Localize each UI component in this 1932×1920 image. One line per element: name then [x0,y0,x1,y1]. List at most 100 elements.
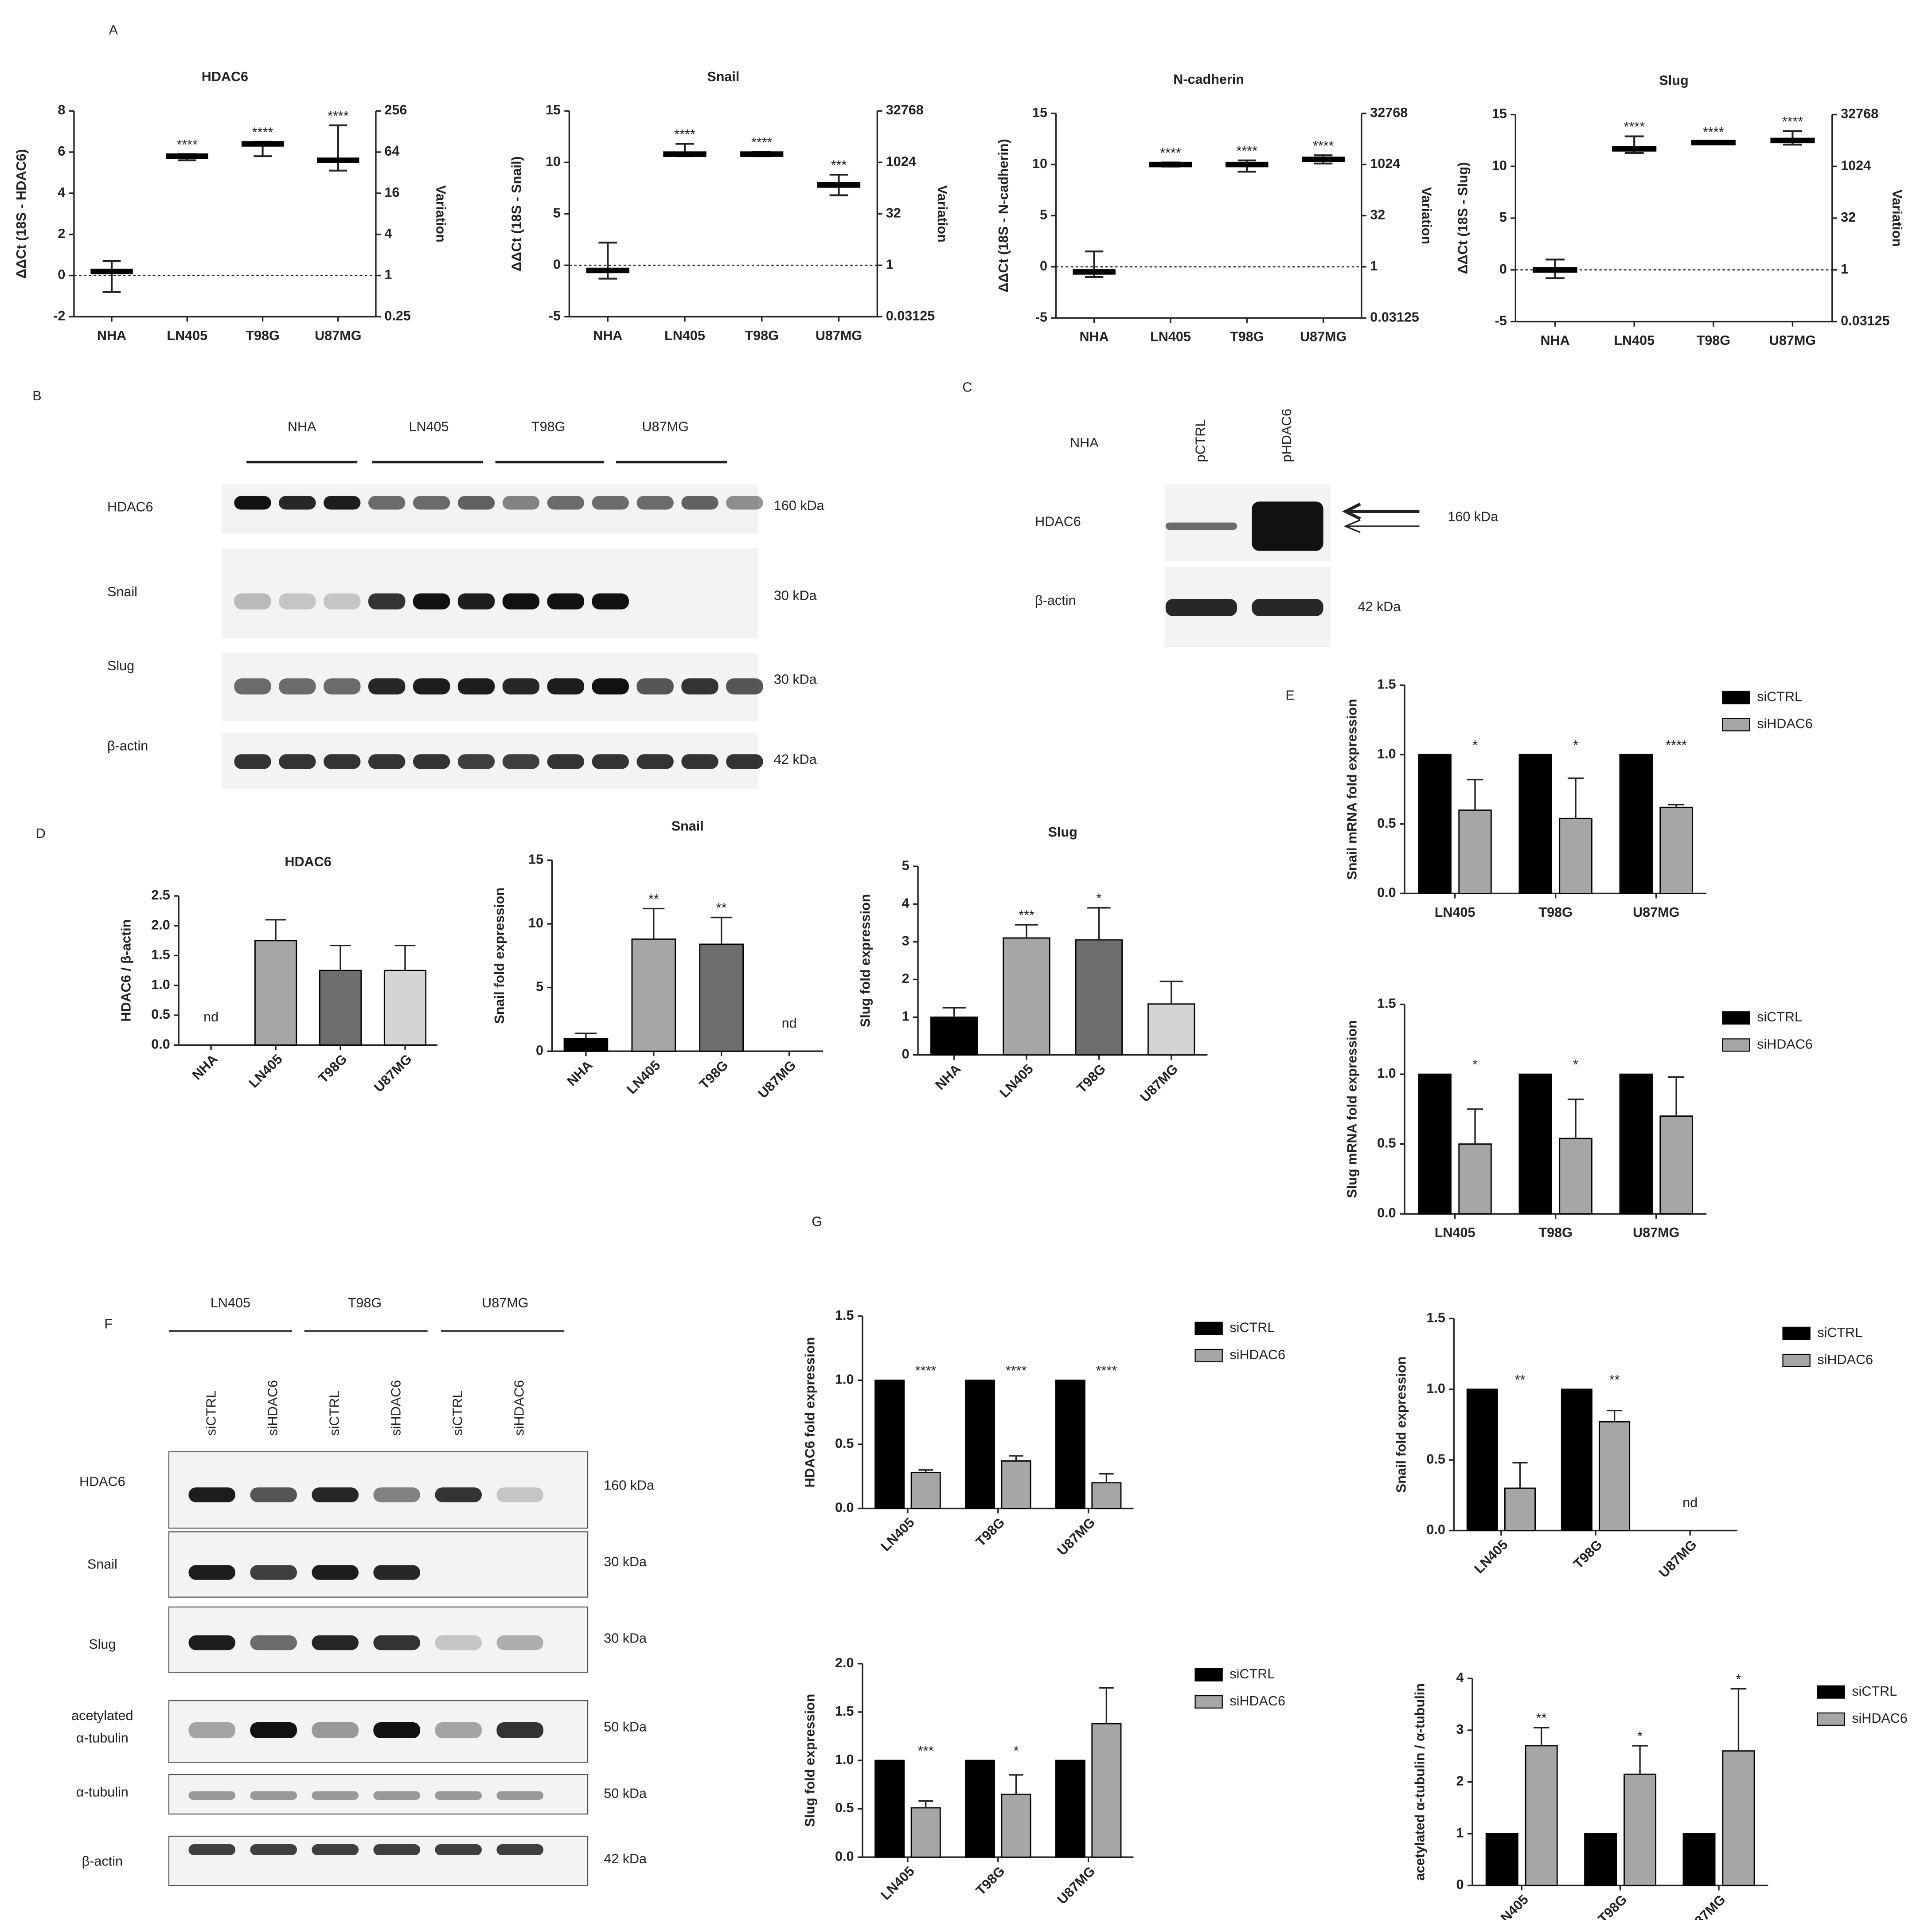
y2-tick-label: 32768 [1370,105,1408,120]
y2-tick-label: 1 [1841,262,1848,277]
group-label: U87MG [642,419,689,434]
band [547,678,585,695]
legend-swatch [1722,691,1750,704]
y-tick-label: 0 [1499,262,1507,277]
size-label: 160 kDa [604,1478,654,1493]
y-tick-label: 15 [546,102,561,117]
x-tick-label: T98G [1538,905,1572,920]
bar [254,940,297,1046]
lane-label: siHDAC6 [388,1380,403,1436]
y-tick-label: 1.0 [1377,746,1396,761]
band [726,678,763,695]
band [435,1722,482,1738]
value-label: nd [782,1016,797,1031]
protein-label: Snail [87,1556,117,1572]
x-tick-label: T98G [246,328,279,343]
blot-strip [222,548,758,638]
bar [874,1380,905,1509]
cell-line-label: NHA [1070,435,1099,450]
significance-label: **** [177,137,198,152]
band [312,1487,359,1502]
chart-title: Snail [671,818,704,833]
significance-label: **** [1666,738,1687,753]
y-tick-label: 10 [1032,156,1047,171]
bar [1458,809,1492,894]
significance-label: * [1472,738,1478,753]
size-label: 42 kDa [774,752,817,767]
significance-label: **** [674,127,695,142]
significance-label: ** [716,900,727,915]
y-tick-label: 1.5 [151,947,170,962]
band [681,678,718,695]
arrow-head [1342,502,1361,520]
band [312,1791,359,1800]
band [368,678,406,695]
y-tick-label: 15 [528,852,543,867]
band [502,678,540,695]
significance-label: * [1096,891,1101,906]
band [413,496,450,510]
legend-swatch [1782,1326,1811,1340]
band [324,754,361,769]
significance-label: **** [1624,119,1645,134]
y2-tick-label: 256 [384,102,407,117]
band [368,754,406,769]
lane-label: siHDAC6 [511,1380,527,1436]
band [457,754,495,769]
y2-tick-label: 0.03125 [1841,313,1889,328]
protein-label: HDAC6 [107,499,153,514]
band [279,678,316,695]
y2-tick-label: 0.03125 [886,308,935,323]
significance-label: **** [1782,114,1803,129]
band [496,1487,544,1502]
y-axis-label: Snail fold expression [1394,1357,1409,1493]
band [312,1844,359,1856]
protein-label: β-actin [107,739,148,754]
y2-tick-label: 1024 [886,154,916,169]
y2-tick-label: 32 [1370,207,1385,223]
y-tick-label: 3 [902,933,909,948]
y-tick-label: 0.5 [1426,1451,1445,1466]
y-tick-label: 0 [58,267,65,282]
x-tick-label: LN405 [1614,333,1655,348]
size-label: 30 kDa [604,1554,647,1569]
y-tick-label: 2 [1456,1774,1464,1789]
significance-label: *** [918,1744,934,1759]
lane-label: pHDAC6 [1279,409,1294,462]
panel-label: E [1285,688,1294,703]
band [1165,599,1237,616]
y-tick-label: 1.5 [835,1704,854,1719]
size-label: 30 kDa [774,672,817,687]
y-tick-label: 5 [536,979,543,994]
bar [1055,1760,1085,1858]
panel-label: C [962,380,972,395]
y-tick-label: 0 [1456,1877,1464,1892]
band [373,1565,421,1580]
band [279,496,316,510]
bar [1003,937,1050,1056]
significance-label: *** [831,158,847,173]
size-label: 160 kDa [774,498,824,513]
y-tick-label: 0.0 [1377,1205,1396,1220]
legend-swatch [1722,1011,1750,1025]
chart-title: Snail [707,69,739,84]
y-tick-label: 15 [1492,106,1507,121]
band [234,678,271,695]
bar [1619,754,1653,894]
y-tick-label: 1.5 [835,1308,854,1323]
size-label: 30 kDa [604,1631,647,1646]
bar [1559,817,1592,894]
band [502,754,540,769]
y-tick-label: 5 [553,205,561,220]
bar [1485,1833,1518,1886]
y2-axis-label: Variation [1889,189,1905,246]
y-axis-label: HDAC6 fold expression [802,1337,817,1488]
y2-axis-label: Variation [433,185,448,242]
legend-label: siHDAC6 [1757,1036,1813,1052]
band [502,496,540,510]
protein-label: Slug [107,658,134,673]
legend-swatch [1194,1322,1223,1335]
significance-label: **** [1006,1363,1027,1378]
legend-swatch [1722,718,1750,731]
